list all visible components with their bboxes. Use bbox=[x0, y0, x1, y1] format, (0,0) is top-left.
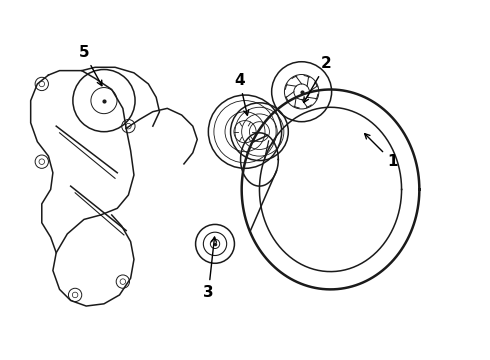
Text: 3: 3 bbox=[203, 237, 217, 300]
Text: 4: 4 bbox=[234, 73, 249, 115]
Text: 5: 5 bbox=[79, 45, 102, 86]
Text: 1: 1 bbox=[365, 134, 398, 169]
Text: 2: 2 bbox=[304, 57, 331, 102]
